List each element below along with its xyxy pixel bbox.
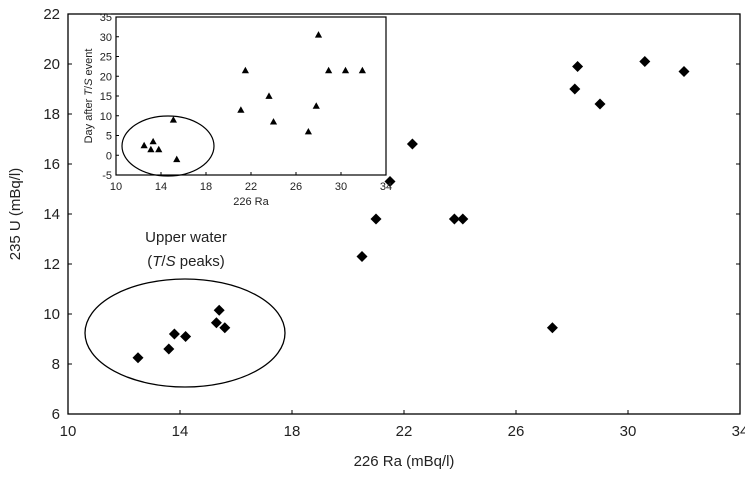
upper-water-sublabel-s: S [166,253,176,270]
main-data-point [594,98,606,110]
upper-water-sublabel: (T/S peaks) [147,253,225,270]
inset-data-points [140,31,366,163]
inset-data-point [147,145,155,153]
inset-data-point [241,66,249,74]
main-y-tick-label: 10 [43,306,60,323]
inset-cluster-ellipse [121,115,215,177]
inset-data-point [149,137,157,145]
inset-y-tick-label: 0 [106,150,112,162]
main-data-point [384,176,396,187]
inset-data-point [265,92,273,99]
inset-y-tick-label: 35 [100,12,112,24]
main-x-axis-title: 226 Ra (mBq/l) [354,453,455,470]
main-x-tick-label: 10 [60,423,77,440]
inset-data-point [155,145,163,153]
inset-data-point [314,31,323,38]
main-data-point [168,328,180,340]
main-data-point [406,138,418,150]
main-data-point [639,56,651,67]
inset-data-point [312,102,320,109]
main-x-tick-label: 34 [732,423,745,440]
main-data-point [457,213,469,225]
main-y-tick-label: 20 [43,56,60,73]
main-x-tick-label: 30 [620,423,637,440]
main-y-tick-label: 14 [43,206,60,223]
inset-background [116,17,386,175]
main-data-point [569,83,581,95]
inset-y-tick-label: -5 [102,170,112,182]
main-data-points [132,56,690,364]
inset-data-point [304,127,312,135]
main-data-point [210,317,222,329]
upper-water-ellipse [84,278,286,388]
main-y-tick-label: 12 [43,256,60,273]
inset-data-point [269,118,278,125]
main-data-point [213,304,225,316]
inset-data-point [169,116,177,123]
inset-x-tick-label: 30 [335,181,347,193]
inset-x-axis-title: 226 Ra [233,196,269,208]
main-data-point [163,343,175,355]
main-y-tick-label: 22 [43,6,60,23]
inset-y-title-t: T [83,88,95,96]
inset-data-point [341,66,350,74]
inset-x-tick-label: 18 [200,181,212,193]
inset-y-tick-label: 15 [100,91,112,103]
inset-y-axis-title: Day after T/S event [83,49,95,144]
inset-x-tick-label: 14 [155,181,167,193]
main-x-ticks: 10 14 18 22 26 30 34 [60,410,745,440]
main-data-point [219,322,231,334]
inset-y-tick-label: 30 [100,32,112,44]
main-y-tick-label: 8 [52,356,60,373]
main-x-tick-label: 26 [508,423,525,440]
main-data-point [132,352,144,364]
inset-y-tick-label: 20 [100,71,112,83]
main-y-tick-label: 6 [52,406,60,423]
inset-y-ticks: -5 0 5 10 15 20 25 30 35 [100,12,119,182]
main-data-point [678,66,690,77]
inset-y-tick-label: 10 [100,111,112,123]
inset-y-title-slash: / [83,85,95,89]
inset-x-ticks: 10 14 18 22 26 30 34 [110,172,392,193]
main-data-point [546,322,558,334]
inset-data-point [140,141,148,149]
upper-water-sublabel-open: ( [147,253,152,270]
main-y-tick-label: 16 [43,156,60,173]
main-data-point [180,331,192,342]
main-y-axis-title: 235 U (mBq/l) [7,168,24,261]
upper-water-sublabel-close: peaks) [176,253,225,270]
inset-y-tick-label: 25 [100,52,112,64]
inset-x-tick-label: 34 [380,181,392,193]
main-data-point [370,213,382,225]
main-data-point [356,251,368,262]
inset-data-point [173,155,181,163]
main-x-tick-label: 14 [172,423,189,440]
main-y-ticks: 6 8 10 12 14 16 18 20 22 [43,6,740,423]
inset-data-point [358,66,366,74]
upper-water-sublabel-slash: / [161,253,166,270]
inset-x-tick-label: 10 [110,181,122,193]
main-x-tick-label: 18 [284,423,301,440]
upper-water-label: Upper water [145,229,227,246]
main-data-point [572,61,584,72]
inset-data-point [325,66,333,74]
main-x-tick-label: 22 [396,423,413,440]
inset-x-tick-label: 26 [290,181,302,193]
main-data-point [448,213,460,225]
inset-x-tick-label: 22 [245,181,257,193]
inset-y-title-pre: Day after [83,96,95,144]
main-y-tick-label: 18 [43,106,60,123]
inset-data-point [237,106,245,113]
inset-y-title-s: S [83,78,95,86]
inset-y-tick-label: 5 [106,131,112,143]
upper-water-sublabel-t: T [152,253,163,270]
inset-y-title-post: event [83,49,95,79]
